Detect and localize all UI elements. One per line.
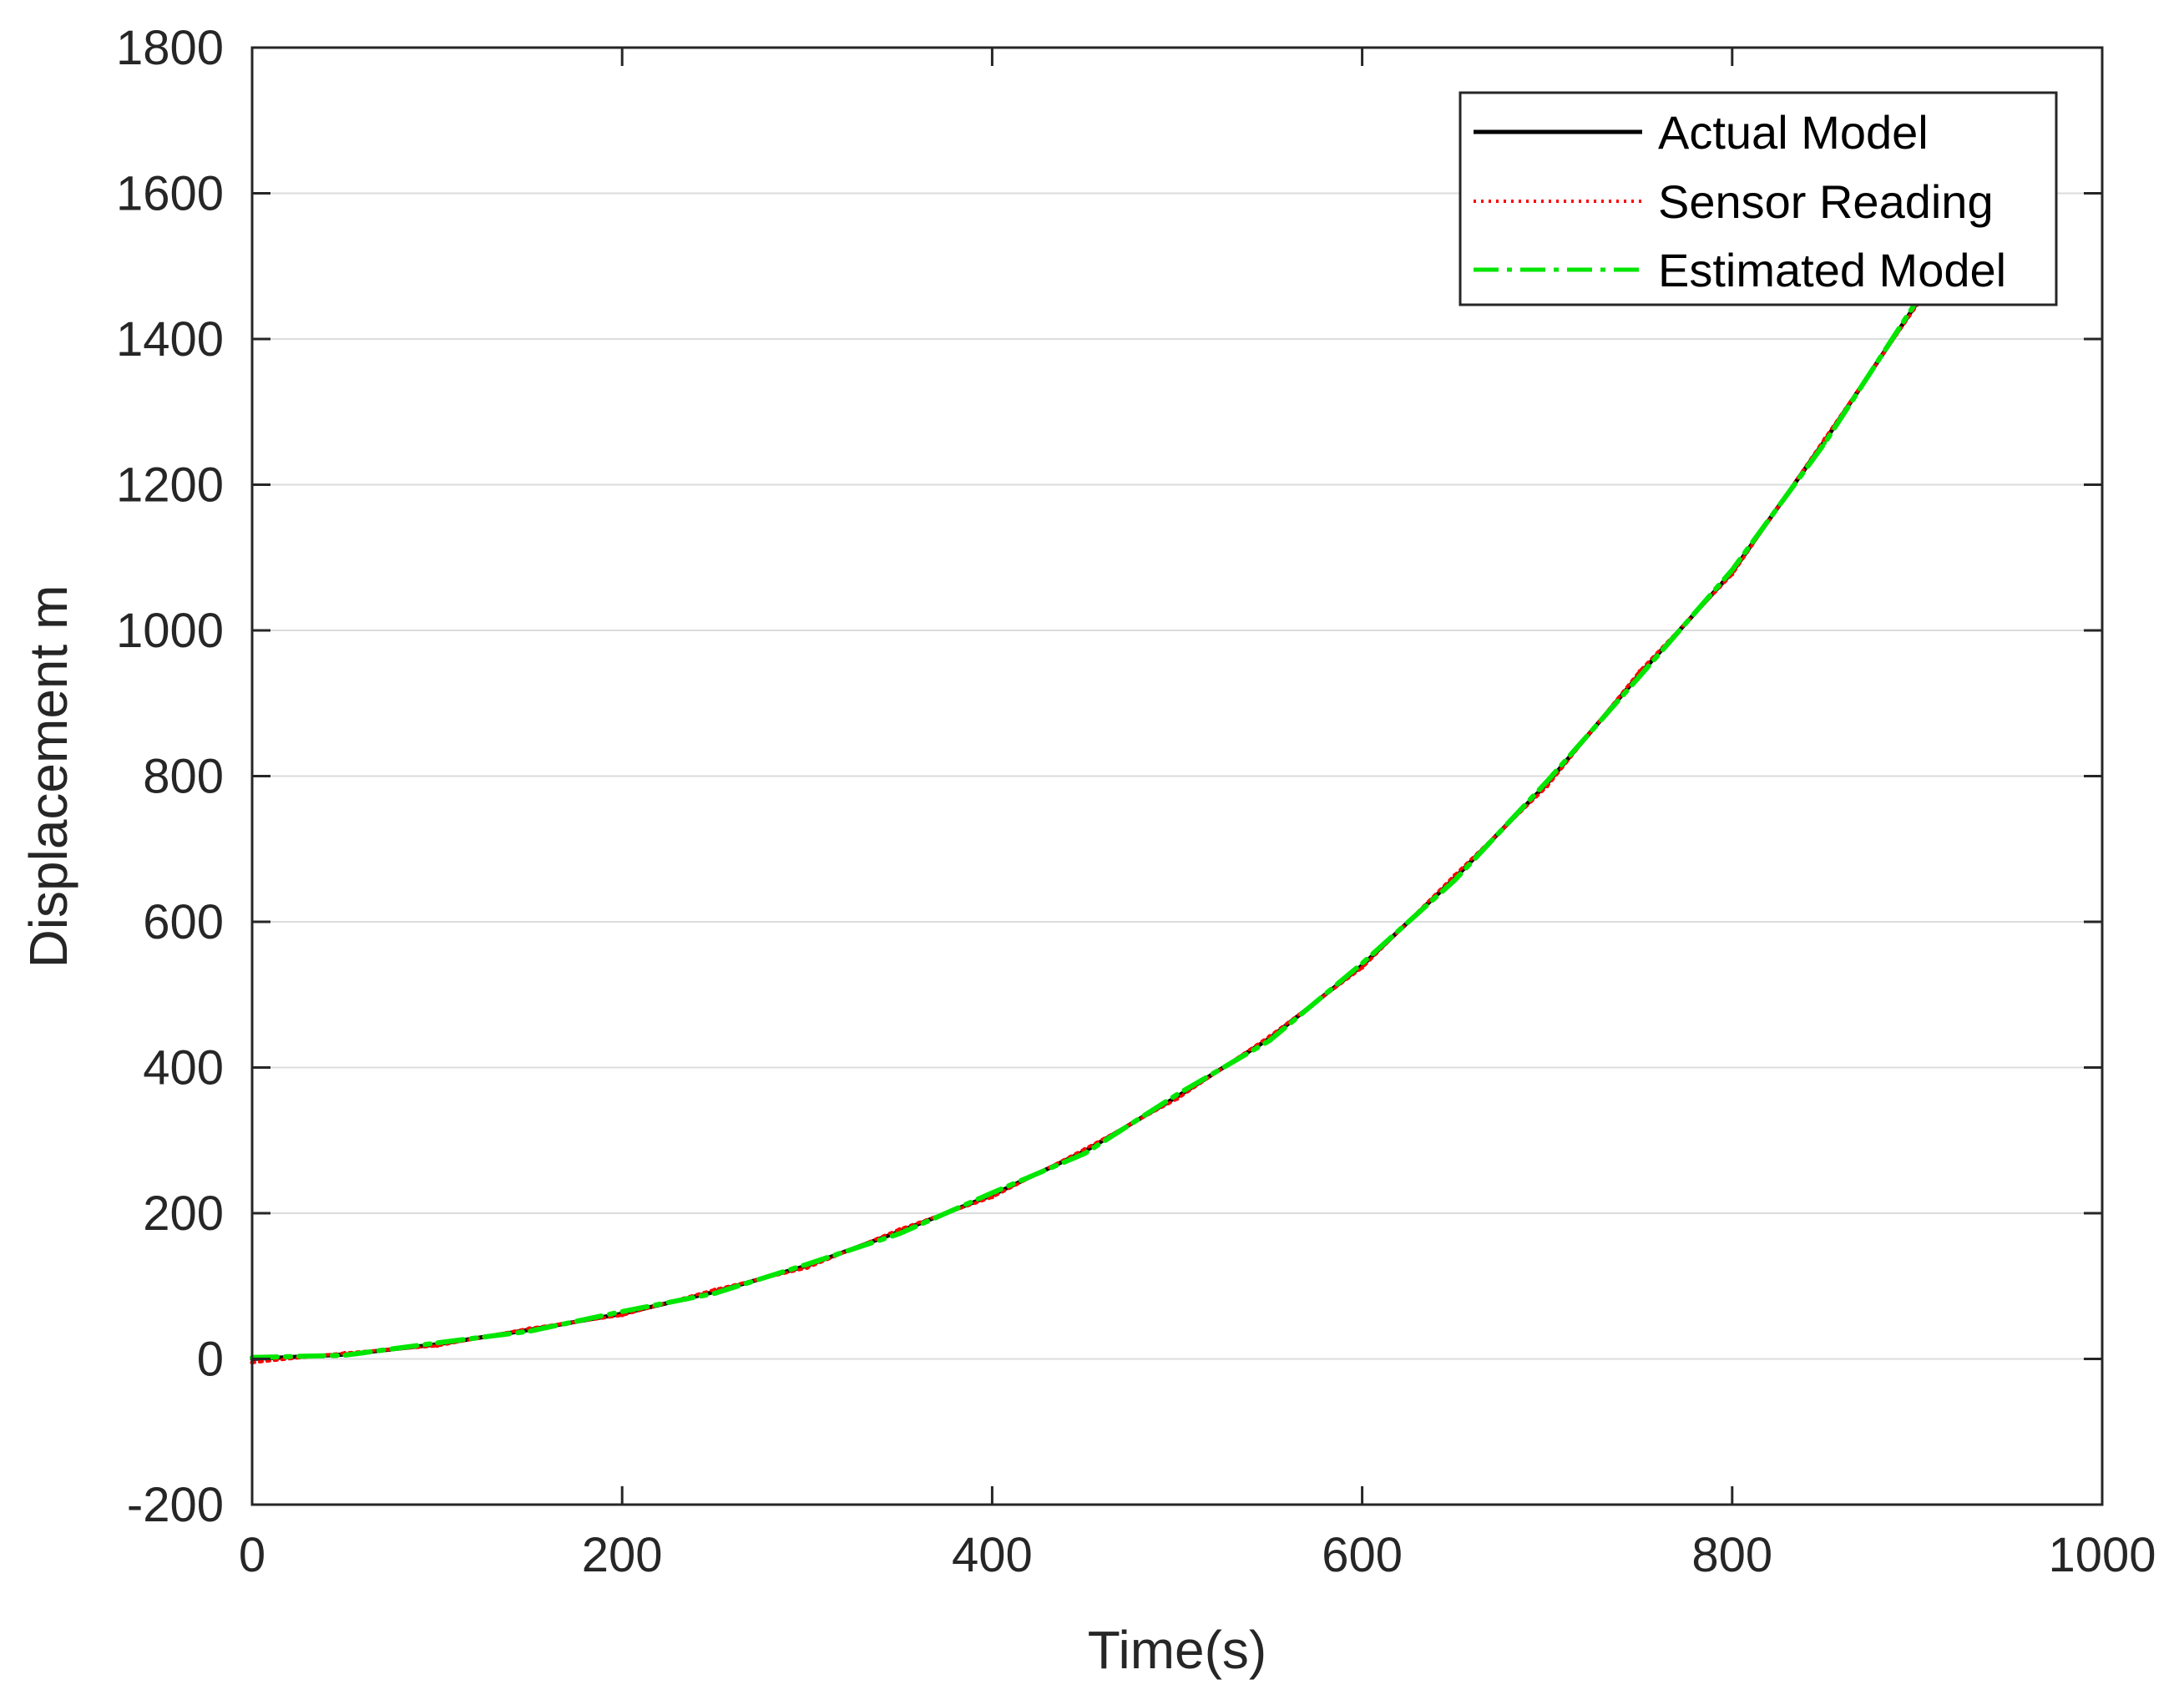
data-point — [897, 1231, 902, 1236]
x-tick-label: 200 — [582, 1528, 663, 1582]
y-tick-label: 1200 — [116, 458, 224, 513]
y-tick-label: 1000 — [116, 604, 224, 658]
data-point — [989, 1191, 994, 1196]
data-point — [712, 1291, 717, 1296]
data-point — [1360, 965, 1365, 970]
x-tick-label: 600 — [1322, 1528, 1403, 1582]
data-point — [619, 1313, 624, 1318]
legend-label-estimated-model: Estimated Model — [1658, 244, 2006, 296]
legend: Actual Model Sensor Reading Estimated Mo… — [1459, 91, 2058, 306]
tick-marks — [250, 46, 2104, 1506]
data-point — [1637, 674, 1642, 679]
y-tick-label: 0 — [197, 1333, 224, 1387]
y-tick-labels: -200 0 200 400 600 800 1000 1200 1400 1600 1800 — [116, 21, 224, 1532]
data-point — [805, 1262, 810, 1267]
data-point — [989, 1195, 994, 1200]
y-tick-label: -200 — [127, 1478, 224, 1532]
legend-label-actual-model: Actual Model — [1658, 106, 1929, 159]
y-tick-label: 800 — [143, 750, 224, 804]
y-tick-label: 200 — [143, 1186, 224, 1241]
x-tick-labels: 0 200 400 600 800 1000 — [239, 1528, 2156, 1582]
y-axis-label: Displacement m — [18, 585, 78, 969]
data-point — [435, 1340, 440, 1345]
data-point — [1082, 1151, 1087, 1156]
data-point — [1267, 1038, 1272, 1043]
x-tick-label: 400 — [952, 1528, 1033, 1582]
x-axis-label: Time(s) — [1088, 1620, 1266, 1680]
data-point — [527, 1328, 532, 1333]
x-tick-label: 800 — [1691, 1528, 1772, 1582]
data-point — [1730, 568, 1735, 573]
data-point — [619, 1309, 624, 1314]
data-point — [1544, 779, 1550, 784]
y-tick-label: 1600 — [116, 167, 224, 221]
data-point — [1452, 878, 1457, 883]
y-tick-label: 400 — [143, 1041, 224, 1095]
x-tick-label: 1000 — [2048, 1528, 2156, 1582]
x-tick-label: 0 — [239, 1528, 265, 1582]
data-point — [897, 1227, 902, 1232]
y-tick-label: 600 — [143, 895, 224, 949]
legend-label-sensor-reading: Sensor Reading — [1658, 175, 1994, 228]
data-point — [342, 1353, 347, 1358]
series-layer — [250, 297, 1920, 1365]
data-point — [1175, 1092, 1180, 1097]
data-point — [1823, 441, 1828, 446]
y-tick-label: 1400 — [116, 312, 224, 367]
y-tick-label: 1800 — [116, 21, 224, 75]
data-point — [1360, 961, 1365, 966]
legend-box — [1459, 91, 2058, 306]
